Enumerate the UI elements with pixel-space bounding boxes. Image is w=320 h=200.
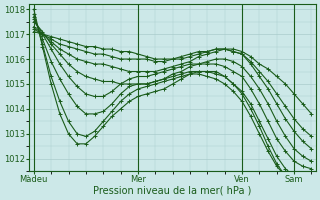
X-axis label: Pression niveau de la mer( hPa ): Pression niveau de la mer( hPa ): [93, 186, 252, 196]
